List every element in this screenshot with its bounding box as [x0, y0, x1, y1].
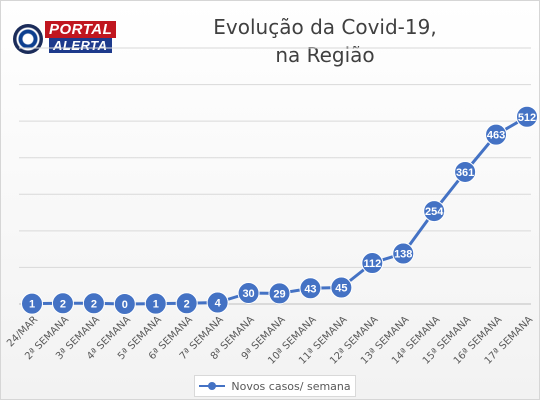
- chart-title-line-2: na Região: [275, 43, 375, 67]
- data-label: 512: [518, 112, 536, 124]
- data-point: [392, 242, 415, 265]
- legend-label: Novos casos/ semana: [231, 379, 351, 393]
- data-point: [144, 292, 167, 315]
- data-label: 112: [363, 258, 381, 270]
- data-point: [485, 123, 508, 146]
- logo-text-portal: PORTAL: [45, 21, 117, 38]
- logo-disc-icon: [13, 24, 43, 54]
- portal-alerta-logo: PORTAL ALERTA: [11, 19, 119, 61]
- data-point: [361, 252, 384, 275]
- data-label: 4: [215, 298, 222, 310]
- data-point: [330, 276, 353, 299]
- data-label: 254: [425, 206, 444, 218]
- data-point: [299, 277, 322, 300]
- data-label: 1: [153, 299, 159, 311]
- logo-text-alerta: ALERTA: [49, 38, 112, 53]
- data-point: [113, 293, 136, 315]
- data-label: 45: [335, 283, 347, 295]
- data-label: 30: [242, 288, 254, 300]
- data-label: 43: [304, 283, 316, 295]
- series-line: [31, 115, 528, 306]
- data-label: 0: [122, 299, 128, 311]
- legend: Novos casos/ semana: [194, 375, 356, 397]
- data-point: [82, 292, 105, 315]
- data-point: [175, 292, 198, 315]
- chart-title-line-1: Evolução da Covid-19,: [213, 15, 437, 39]
- data-point: [21, 292, 43, 315]
- chart-title: Evolução da Covid-19, na Região: [131, 13, 519, 69]
- data-point: [454, 160, 477, 183]
- data-label: 138: [394, 249, 412, 261]
- data-label: 463: [487, 130, 505, 142]
- data-point: [51, 292, 74, 315]
- data-point: [423, 200, 446, 223]
- data-point: [237, 282, 260, 305]
- data-label: 1: [29, 299, 35, 311]
- data-point: [516, 105, 538, 128]
- data-label: 29: [273, 288, 285, 300]
- data-label: 361: [456, 167, 474, 179]
- data-label: 2: [91, 298, 97, 310]
- data-label: 2: [184, 298, 190, 310]
- data-label: 2: [60, 298, 66, 310]
- legend-swatch-icon: [199, 381, 226, 391]
- data-point: [268, 282, 291, 305]
- data-point: [206, 291, 229, 314]
